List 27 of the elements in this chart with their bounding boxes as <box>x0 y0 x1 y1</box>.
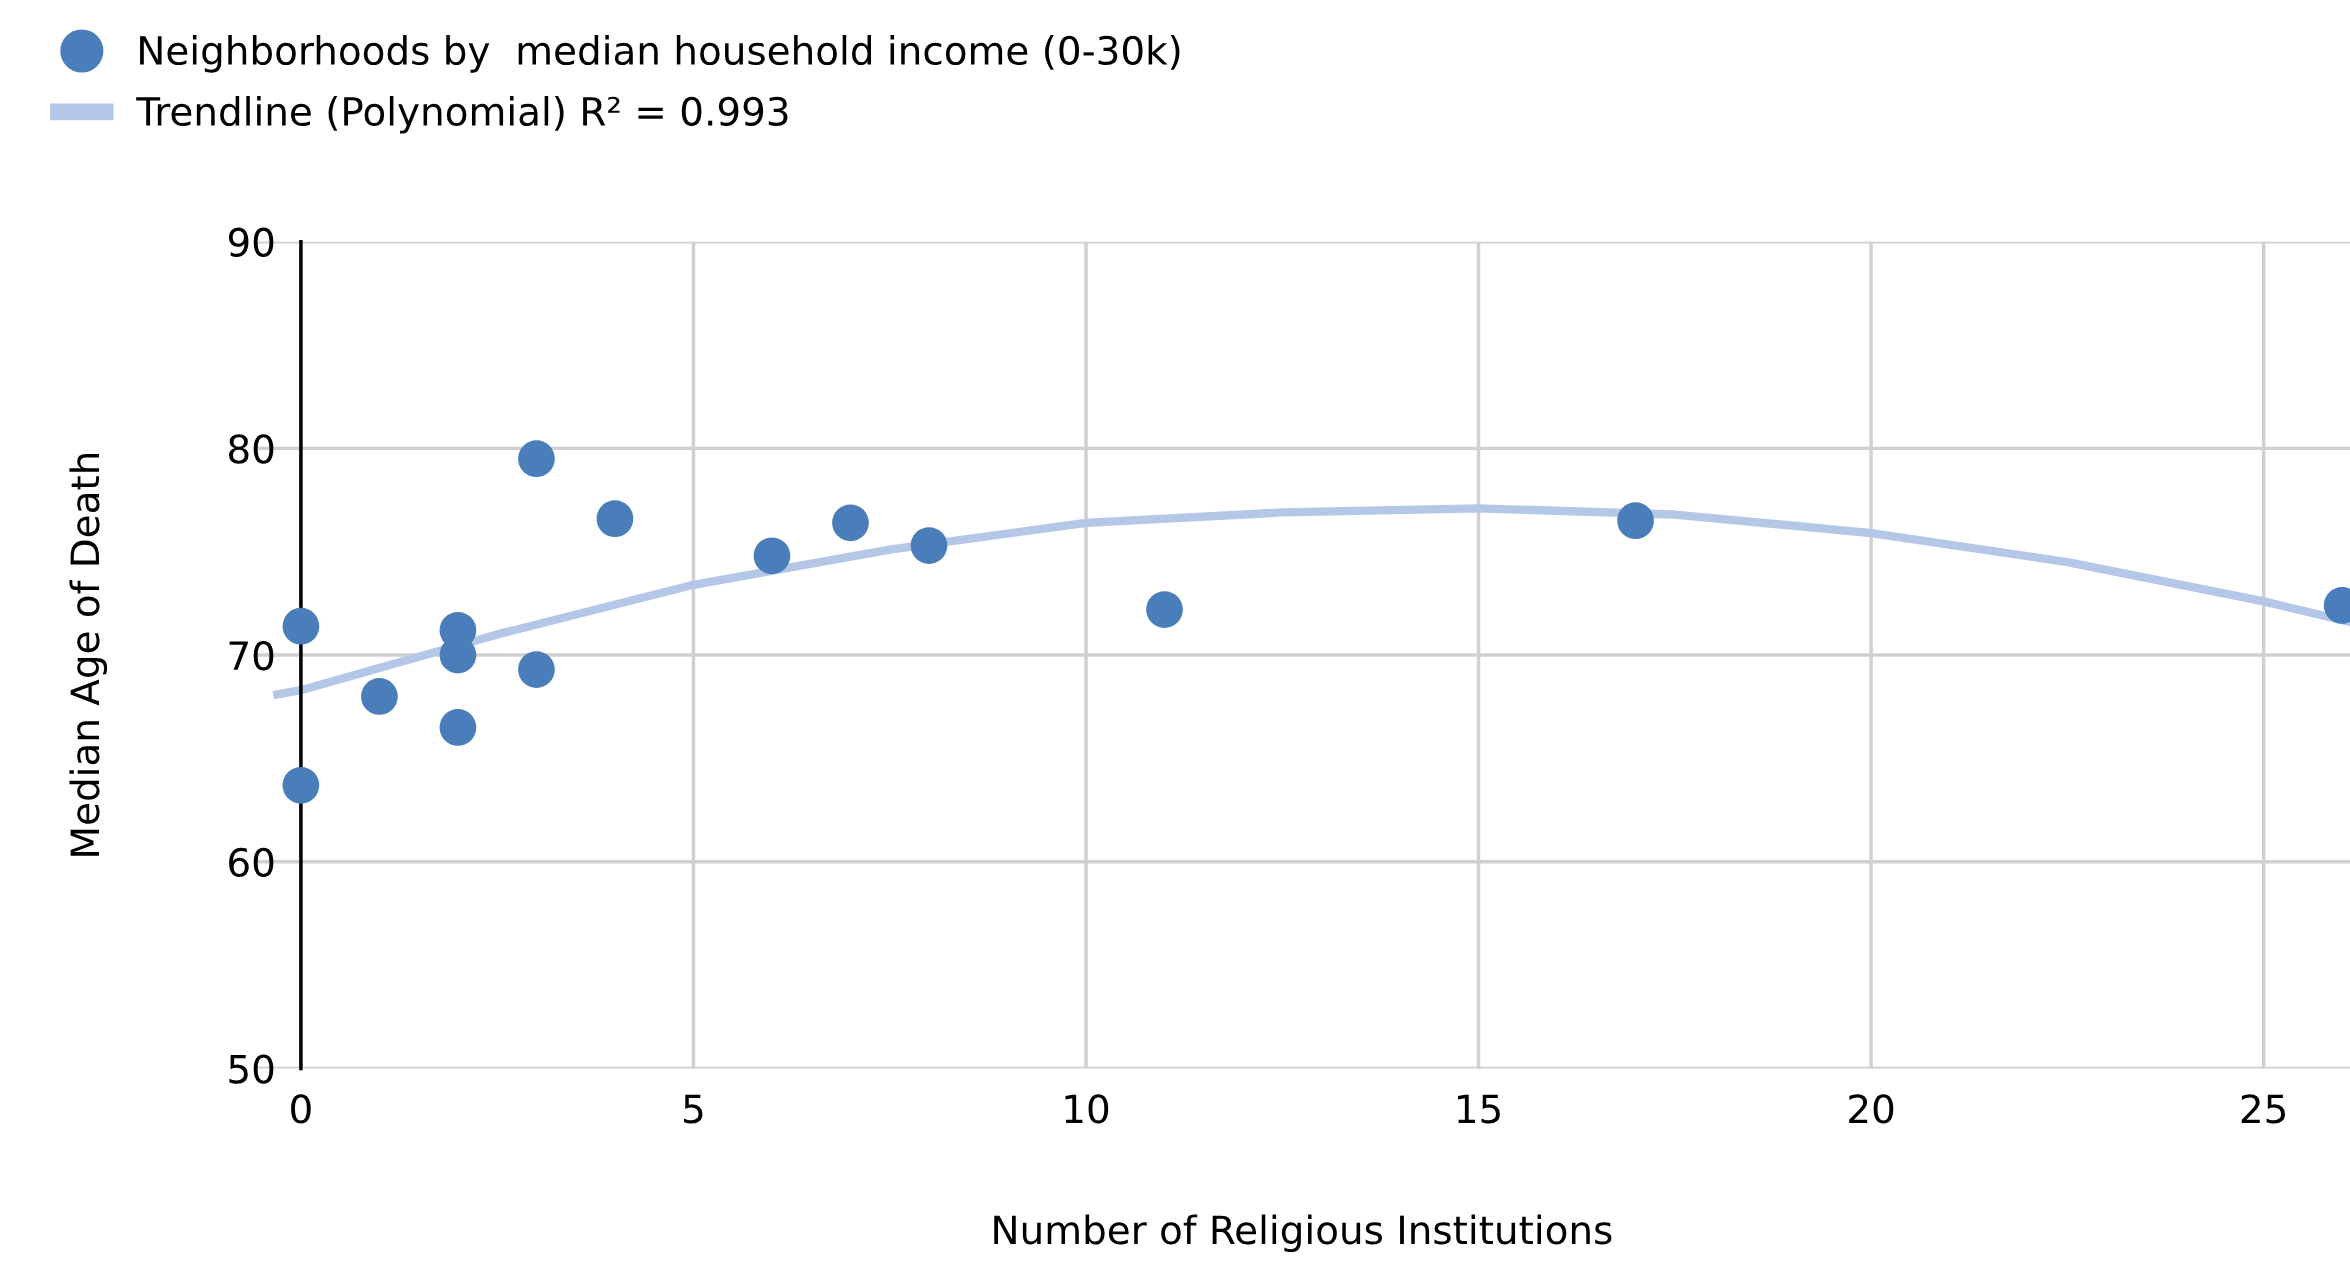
x-tick-label: 10 <box>1065 1094 1109 1124</box>
x-tick-label: 15 <box>1458 1094 1500 1124</box>
point <box>910 527 948 564</box>
x-tick-label: 0 <box>291 1094 311 1124</box>
point <box>518 651 555 688</box>
y-tick-label: 90 <box>228 227 274 258</box>
y-tick-label: 80 <box>229 434 274 464</box>
point <box>282 766 320 804</box>
point <box>832 504 869 542</box>
x-tick-label: 25 <box>2241 1094 2285 1124</box>
x-tick-label: 20 <box>1849 1094 1894 1124</box>
point <box>753 537 791 575</box>
legend-label: Trendline (Polynomial) R² = 0.993 <box>136 95 788 134</box>
point <box>282 607 320 645</box>
point <box>439 709 477 746</box>
x-tick-label: 5 <box>684 1094 703 1124</box>
point <box>596 500 634 538</box>
y-tick-label: 50 <box>229 1054 274 1084</box>
point <box>361 678 398 715</box>
y-tick-label: 70 <box>229 640 274 671</box>
point <box>1146 591 1183 628</box>
x-axis-title: Number of Religious Institutions <box>994 1214 1612 1253</box>
point <box>1617 502 1654 540</box>
legend-label: Neighborhoods by median household income (0-30k) <box>140 35 1180 73</box>
y-tick-label: 60 <box>229 847 274 878</box>
point <box>518 440 555 478</box>
y-axis-title: Median Age of Death <box>69 453 108 856</box>
